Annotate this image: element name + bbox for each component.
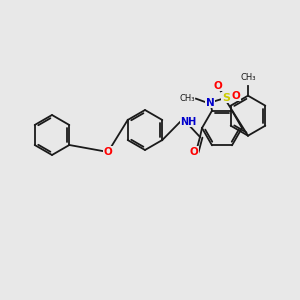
- Text: NH: NH: [180, 117, 196, 127]
- Text: S: S: [222, 93, 230, 103]
- Text: O: O: [190, 147, 198, 157]
- Text: CH₃: CH₃: [179, 94, 195, 103]
- Text: O: O: [232, 91, 240, 101]
- Text: O: O: [103, 147, 112, 157]
- Text: CH₃: CH₃: [240, 73, 256, 82]
- Text: O: O: [214, 81, 222, 91]
- Text: N: N: [206, 98, 214, 108]
